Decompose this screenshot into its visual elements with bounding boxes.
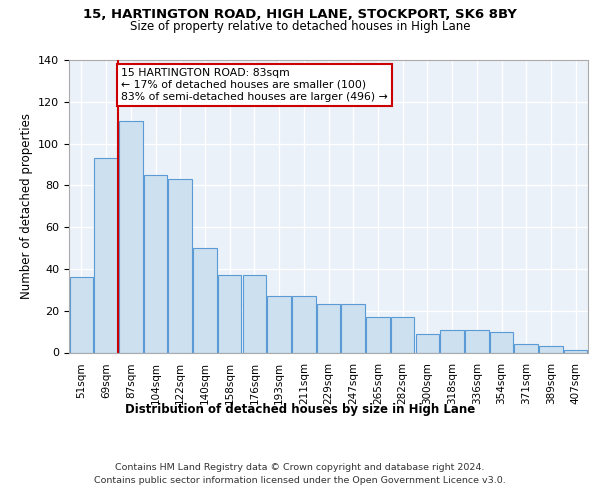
Bar xyxy=(490,332,513,352)
Text: Distribution of detached houses by size in High Lane: Distribution of detached houses by size … xyxy=(125,402,475,415)
Text: Size of property relative to detached houses in High Lane: Size of property relative to detached ho… xyxy=(130,20,470,33)
Text: Contains HM Land Registry data © Crown copyright and database right 2024.: Contains HM Land Registry data © Crown c… xyxy=(115,462,485,471)
Bar xyxy=(119,120,143,352)
Bar xyxy=(391,317,415,352)
Bar xyxy=(144,175,167,352)
Bar xyxy=(514,344,538,352)
Text: 15 HARTINGTON ROAD: 83sqm
← 17% of detached houses are smaller (100)
83% of semi: 15 HARTINGTON ROAD: 83sqm ← 17% of detac… xyxy=(121,68,388,102)
Text: 15, HARTINGTON ROAD, HIGH LANE, STOCKPORT, SK6 8BY: 15, HARTINGTON ROAD, HIGH LANE, STOCKPOR… xyxy=(83,8,517,20)
Bar xyxy=(218,275,241,352)
Bar xyxy=(341,304,365,352)
Bar xyxy=(465,330,488,352)
Bar xyxy=(169,179,192,352)
Bar xyxy=(70,278,93,352)
Bar xyxy=(539,346,563,352)
Bar xyxy=(292,296,316,352)
Bar xyxy=(94,158,118,352)
Bar xyxy=(564,350,587,352)
Bar xyxy=(416,334,439,352)
Bar xyxy=(317,304,340,352)
Y-axis label: Number of detached properties: Number of detached properties xyxy=(20,114,32,299)
Bar xyxy=(193,248,217,352)
Bar xyxy=(242,275,266,352)
Bar xyxy=(366,317,389,352)
Bar xyxy=(268,296,291,352)
Bar xyxy=(440,330,464,352)
Text: Contains public sector information licensed under the Open Government Licence v3: Contains public sector information licen… xyxy=(94,476,506,485)
